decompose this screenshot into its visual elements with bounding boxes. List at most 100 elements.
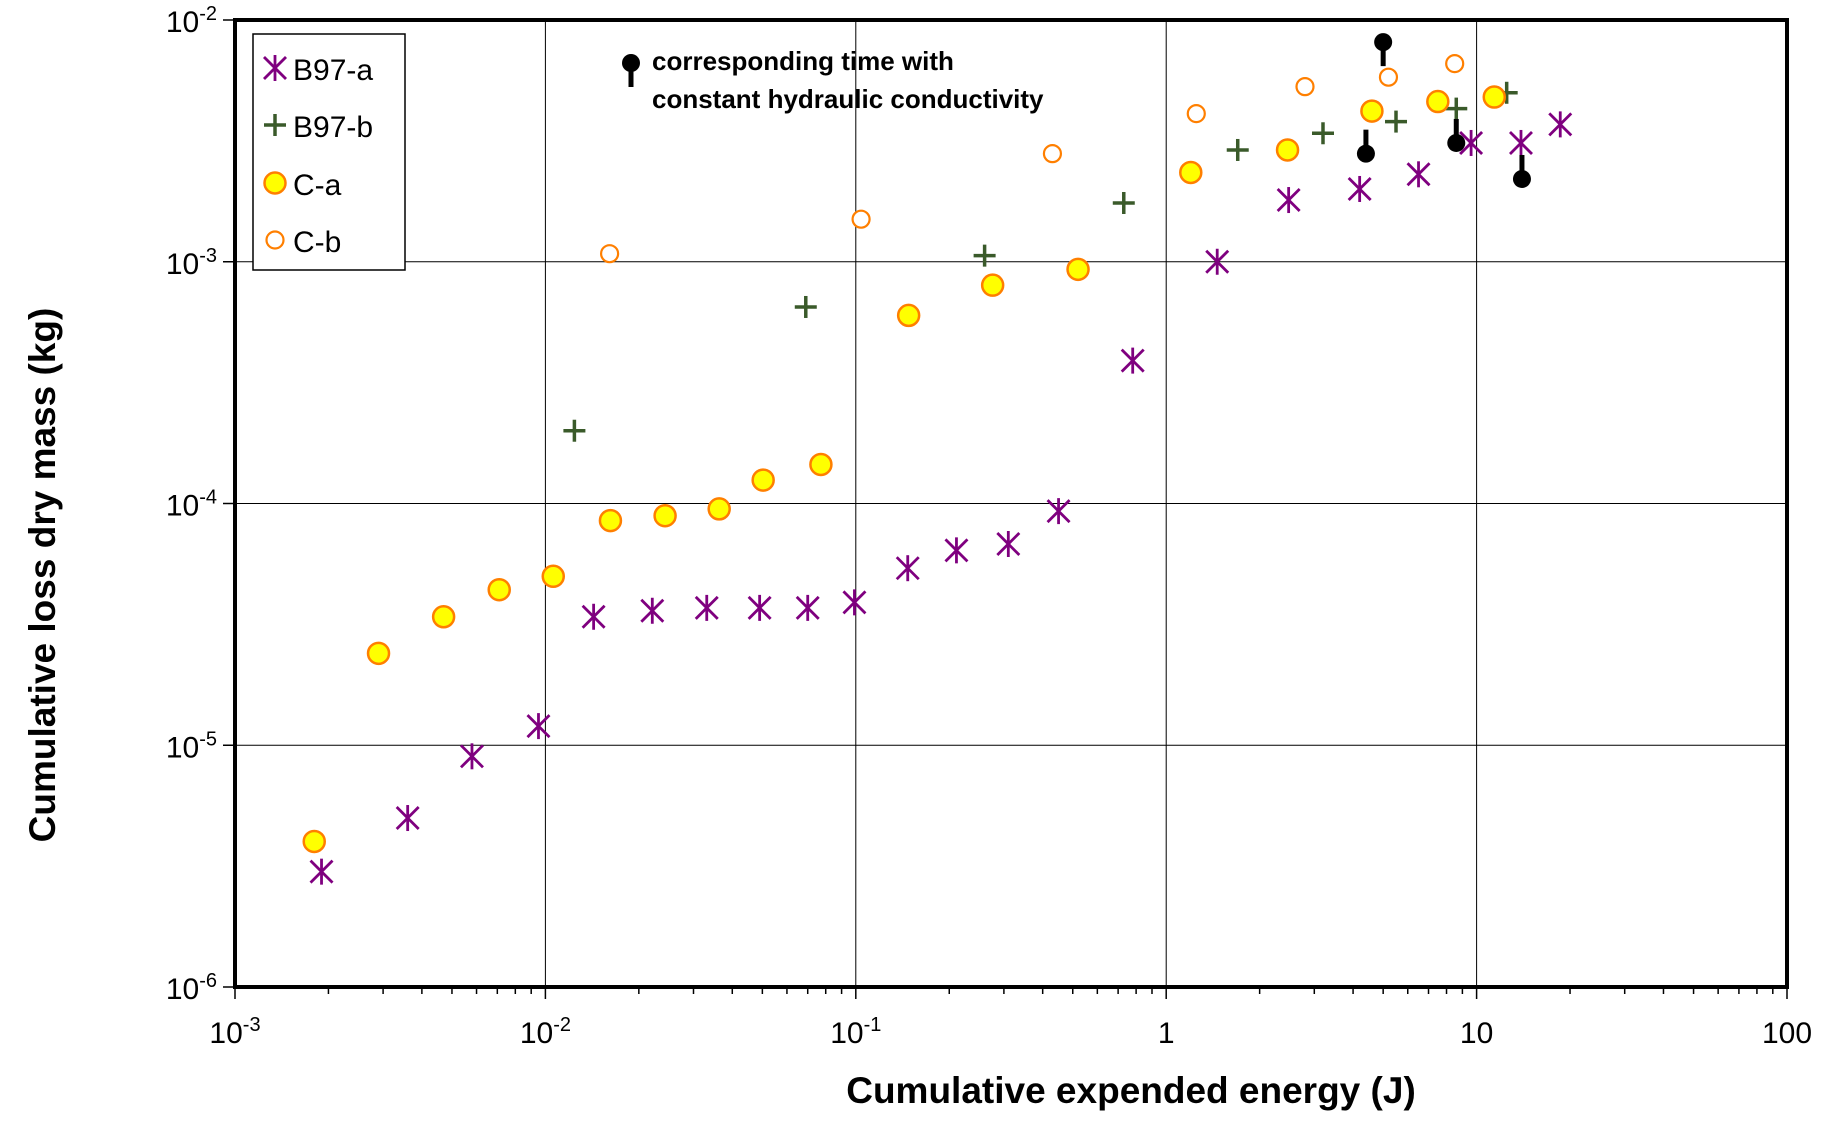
- grid-lines: [235, 20, 1787, 987]
- data-point: [980, 273, 1005, 297]
- data-point: [1179, 160, 1203, 185]
- y-axis-title: Cumulative loss dry mass (kg): [22, 308, 63, 843]
- legend-label-c-b: C-b: [293, 226, 341, 259]
- legend-marker: [264, 114, 286, 136]
- x-tick-label: 10-2: [520, 1014, 571, 1050]
- data-point: [747, 594, 772, 621]
- legend-entry-b97-b: B97-b: [264, 111, 373, 144]
- data-point: [1548, 111, 1573, 138]
- data-point: [1276, 187, 1301, 214]
- data-point: [1042, 144, 1063, 164]
- data-point: [309, 858, 334, 885]
- data-point: [896, 303, 921, 328]
- data-marks: [302, 54, 1573, 885]
- data-point: [1311, 122, 1334, 145]
- data-point: [431, 605, 456, 629]
- legend: B97-a B97-b C-a C-b: [252, 33, 406, 271]
- annotation-markers: [1356, 33, 1531, 188]
- data-point: [1186, 104, 1206, 124]
- data-point: [1295, 77, 1315, 97]
- data-point: [1360, 99, 1384, 123]
- data-point: [842, 589, 867, 616]
- data-point: [598, 508, 623, 533]
- data-point: [1226, 138, 1249, 161]
- annotation-line-2: constant hydraulic conductivity: [652, 84, 1044, 114]
- legend-entry-c-b: C-b: [265, 226, 341, 259]
- x-tick-label: 10-1: [830, 1014, 881, 1050]
- data-point: [487, 577, 511, 602]
- legend-box: [252, 33, 406, 271]
- legend-filled-circle-marker-icon: [263, 171, 287, 195]
- x-axis-title: Cumulative expended energy (J): [846, 1070, 1416, 1111]
- data-point: [563, 419, 586, 442]
- y-tick-label: 10-2: [166, 3, 217, 39]
- data-point: [1205, 248, 1230, 275]
- x-tick-label: 1: [1158, 1017, 1175, 1050]
- data-point: [395, 805, 420, 832]
- data-point: [996, 530, 1021, 557]
- data-point: [973, 244, 996, 267]
- y-tick-label: 10-6: [166, 970, 217, 1006]
- legend-entry-b97-a: B97-a: [263, 54, 373, 87]
- data-point: [751, 468, 775, 492]
- legend-label-c-a: C-a: [293, 169, 342, 202]
- legend-marker: [265, 230, 285, 250]
- data-point: [1426, 89, 1450, 114]
- data-point: [1120, 347, 1145, 374]
- data-point: [1482, 85, 1507, 109]
- data-point: [640, 597, 665, 624]
- x-tick-label: 10: [1460, 1017, 1493, 1050]
- data-point: [1347, 175, 1372, 202]
- annotation-marker: [1447, 118, 1466, 152]
- data-point: [1046, 498, 1071, 525]
- data-point: [526, 713, 551, 740]
- data-point: [1275, 138, 1300, 162]
- data-point: [851, 209, 871, 229]
- legend-marker: [263, 171, 287, 195]
- data-point: [1459, 129, 1484, 156]
- annotation-marker: [1512, 154, 1531, 188]
- data-point: [302, 829, 326, 854]
- annotation-key-marker-icon: [622, 54, 640, 87]
- y-tick-label: 10-3: [166, 245, 217, 281]
- legend-entry-c-a: C-a: [263, 169, 342, 202]
- y-tick-label: 10-5: [166, 728, 217, 764]
- annotation: corresponding time with constant hydraul…: [622, 46, 1044, 114]
- data-point: [795, 594, 820, 621]
- minor-ticks: [223, 19, 1788, 999]
- data-point: [1445, 54, 1465, 74]
- data-point: [366, 641, 391, 666]
- series-c-b: [599, 54, 1465, 264]
- annotation-key-marker: [622, 54, 640, 87]
- x-tick-label: 10-3: [209, 1014, 260, 1050]
- series-b97-a: [309, 111, 1573, 885]
- legend-plus-marker-icon: [264, 114, 286, 136]
- data-point: [1445, 97, 1468, 120]
- data-point: [707, 497, 731, 521]
- data-point: [541, 564, 566, 589]
- data-point: [809, 452, 833, 477]
- x-axis-tick-labels: 10-3 10-2 10-1 1 10 100: [209, 1014, 1812, 1050]
- annotation-marker: [1374, 33, 1393, 67]
- data-point: [459, 743, 484, 770]
- data-point: [581, 603, 606, 630]
- data-point: [944, 537, 969, 564]
- legend-open-circle-marker-icon: [265, 230, 285, 250]
- data-point: [1378, 67, 1399, 87]
- annotation-line-1: corresponding time with: [652, 46, 954, 76]
- data-point: [1385, 110, 1408, 133]
- legend-label-b97-b: B97-b: [293, 111, 373, 144]
- data-point: [1112, 191, 1135, 214]
- data-point: [1406, 161, 1431, 188]
- series-b97-b: [563, 81, 1518, 442]
- legend-marker: [263, 55, 287, 81]
- data-point: [694, 594, 719, 621]
- data-point: [1066, 257, 1090, 282]
- x-tick-label: 100: [1762, 1017, 1812, 1050]
- data-point: [653, 503, 677, 528]
- data-point: [1509, 129, 1533, 156]
- series-c-a: [302, 85, 1507, 854]
- legend-star-marker-icon: [263, 55, 287, 81]
- y-axis-tick-labels: 10-2 10-3 10-4 10-5 10-6: [166, 3, 217, 1006]
